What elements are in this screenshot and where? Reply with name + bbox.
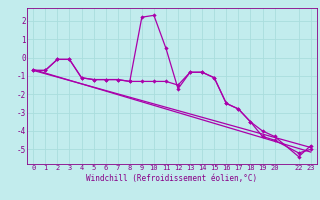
X-axis label: Windchill (Refroidissement éolien,°C): Windchill (Refroidissement éolien,°C) [86,174,258,183]
